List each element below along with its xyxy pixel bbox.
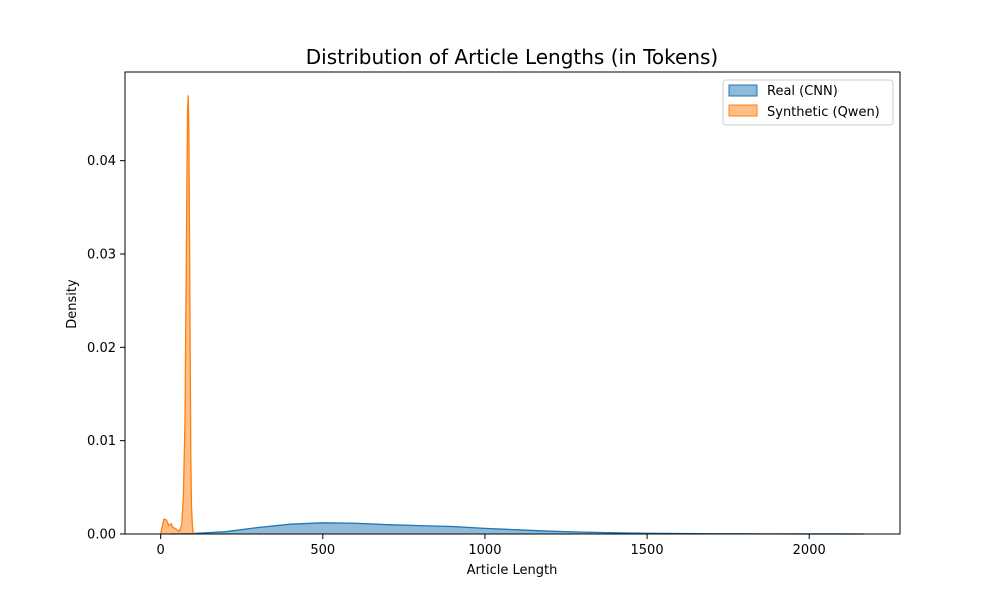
y-tick-label: 0.04 bbox=[87, 154, 116, 169]
x-axis-ticks: 0 500 1000 1500 2000 bbox=[157, 534, 826, 558]
legend: Real (CNN) Synthetic (Qwen) bbox=[722, 79, 894, 126]
x-tick-label: 1500 bbox=[631, 543, 664, 558]
y-tick-label: 0.01 bbox=[87, 434, 116, 449]
axes-frame bbox=[124, 71, 901, 535]
y-tick-label: 0.03 bbox=[87, 248, 116, 263]
legend-box bbox=[722, 79, 894, 126]
y-axis-ticks: 0.00 0.01 0.02 0.03 0.04 bbox=[87, 154, 125, 543]
y-tick-label: 0.02 bbox=[87, 341, 116, 356]
plot-area: 0 500 1000 1500 2000 0.00 0.01 0.02 0.03 0.04 bbox=[87, 71, 901, 558]
x-tick-label: 1000 bbox=[468, 543, 501, 558]
legend-label-real: Real (CNN) bbox=[767, 84, 838, 99]
chart-title: Distribution of Article Lengths (in Toke… bbox=[306, 45, 718, 69]
x-tick-label: 2000 bbox=[793, 543, 826, 558]
density-line-1 bbox=[160, 95, 196, 535]
density-area-0 bbox=[170, 522, 865, 534]
density-area-1 bbox=[160, 95, 195, 534]
x-tick-label: 500 bbox=[310, 543, 335, 558]
legend-swatch-real bbox=[728, 84, 758, 97]
legend-swatch-synthetic bbox=[728, 104, 758, 117]
y-axis-label: Density bbox=[65, 279, 80, 329]
x-tick-label: 0 bbox=[157, 543, 165, 558]
x-axis-label: Article Length bbox=[467, 563, 558, 578]
y-tick-label: 0.00 bbox=[87, 528, 116, 543]
legend-label-synthetic: Synthetic (Qwen) bbox=[767, 105, 880, 120]
